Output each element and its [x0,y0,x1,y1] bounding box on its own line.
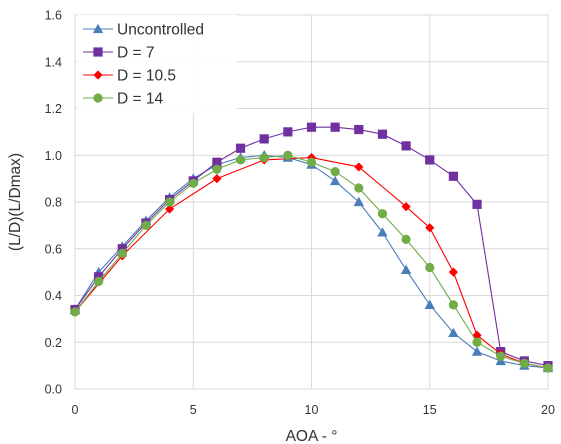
legend-item: D = 10.5 [83,68,176,85]
legend-marker [93,93,103,103]
data-point-d-7 [472,199,482,209]
legend-label: D = 14 [117,91,163,108]
data-point-d-14 [70,307,80,317]
y-tick-label: 0.8 [45,196,62,210]
data-point-d-14 [259,152,269,163]
data-point-d-14 [94,276,104,287]
data-point-d-14 [330,167,340,177]
data-point-d-14 [306,157,317,167]
series-line-d-10-5 [74,157,549,369]
data-point-uncontrolled [471,346,483,356]
data-point-d-7 [259,134,269,144]
x-tick-label: 20 [541,403,555,417]
series-d-14 [70,150,553,373]
data-point-d-14 [188,178,198,188]
legend-background [77,15,237,113]
plot-frame [74,14,549,390]
x-axis-title: AOA - ° [286,428,338,444]
data-point-d-7 [235,143,246,153]
y-tick-label: 1.4 [45,55,62,69]
y-tick-label: 0.4 [45,289,62,303]
data-point-d-14 [472,337,482,347]
legend-label: Uncontrolled [117,22,204,39]
axes: 0.0 0.2 0.4 0.6 0.8 1.0 1.2 1.4 1.6 0 5 10 15 20 [45,9,555,418]
data-point-d-14 [496,351,506,361]
data-point-d-14 [448,300,458,310]
x-tick-label: 15 [423,403,437,417]
data-point-d-14 [141,220,151,230]
y-tick-label: 1.2 [45,102,62,116]
data-point-d-7 [448,171,458,181]
legend: Uncontrolled D = 7 D = 10.5 D = 14 [77,15,237,113]
data-point-d-10-5 [472,330,482,340]
legend-item: Uncontrolled [83,22,204,39]
legend-label: D = 10.5 [117,68,176,85]
series-layer [69,122,554,373]
y-tick-label: 1.6 [45,9,62,23]
data-point-uncontrolled [448,327,459,338]
data-point-uncontrolled [329,175,341,186]
data-point-d-7 [330,122,340,132]
data-point-d-10-5 [354,162,364,172]
data-point-d-14 [117,248,127,259]
data-point-d-14 [543,363,553,373]
data-point-d-7 [306,122,317,132]
data-point-d-7 [212,157,222,167]
data-point-d-7 [401,141,411,151]
data-point-d-14 [377,209,388,219]
data-point-d-14 [165,197,175,207]
data-point-uncontrolled [424,299,435,310]
data-point-d-7 [354,124,364,135]
y-axis-title: (L/D)(L/Dmax) [7,153,24,251]
data-point-uncontrolled [353,196,364,207]
data-point-d-7 [425,155,435,165]
legend-marker [92,23,104,34]
y-tick-label: 0.6 [45,242,62,256]
data-point-d-14 [425,262,435,273]
data-point-d-10-5 [448,267,458,277]
data-point-d-7 [94,272,104,282]
data-point-d-10-5 [165,204,175,214]
legend-marker [93,47,103,57]
data-point-d-10-5 [425,223,435,233]
y-tick-label: 0.0 [45,383,62,397]
y-tick-label: 1.0 [45,149,62,163]
y-tick-label: 0.2 [45,336,62,350]
data-point-d-14 [519,358,529,368]
data-point-d-14 [354,183,364,193]
data-point-uncontrolled [400,264,412,274]
x-tick-label: 10 [305,403,319,417]
data-point-d-7 [377,129,388,139]
data-point-d-7 [283,127,293,137]
data-point-d-14 [212,164,222,174]
x-tick-label: 5 [190,403,197,417]
data-point-d-14 [401,234,411,244]
legend-item: D = 7 [83,45,154,62]
data-point-d-10-5 [212,174,222,184]
legend-label: D = 7 [117,45,154,62]
legend-item: D = 14 [83,91,163,108]
x-tick-label: 0 [72,403,79,417]
data-point-d-10-5 [401,202,411,212]
data-point-uncontrolled [377,227,388,237]
data-point-d-7 [117,244,127,254]
data-point-d-14 [235,155,246,165]
legend-marker [93,70,103,80]
data-point-d-14 [283,150,293,160]
